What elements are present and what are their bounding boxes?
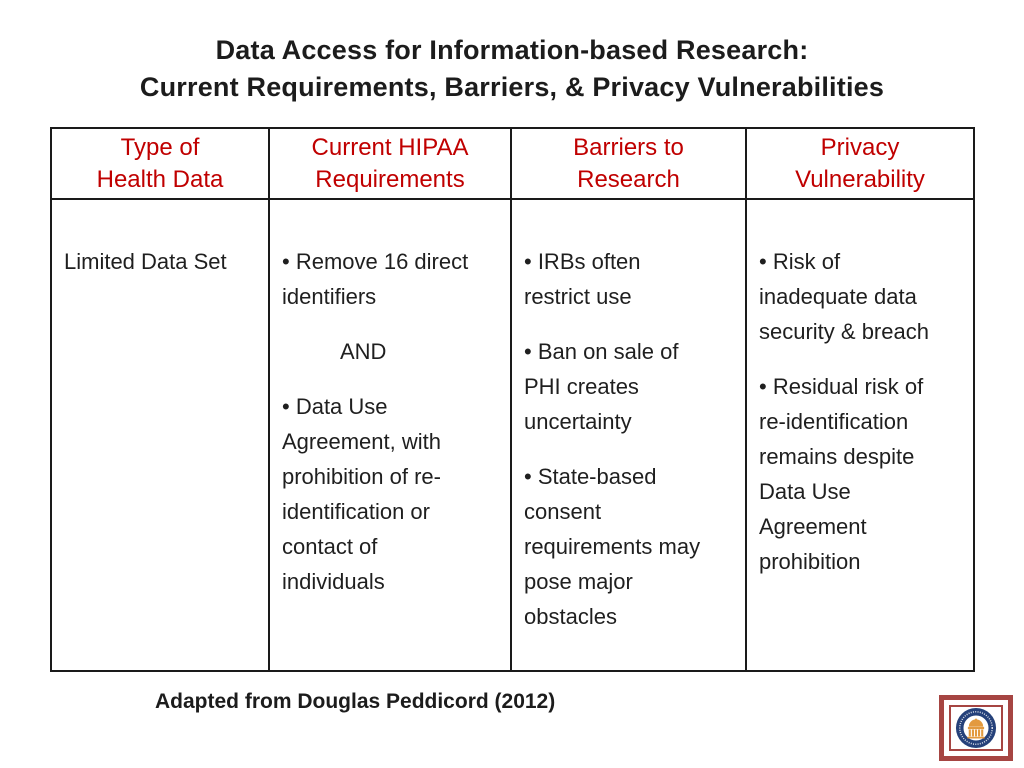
column-header-privacy-vulnerability: Privacy Vulnerability <box>747 129 973 200</box>
logo-inner-frame <box>949 705 1003 751</box>
barrier-bullet-state-consent: • State-based consent requirements may p… <box>524 464 701 629</box>
rotunda-seal-icon <box>955 707 997 749</box>
title-line-2: Current Requirements, Barriers, & Privac… <box>139 72 885 102</box>
cell-hipaa-requirements: • Remove 16 direct identifiers AND • Dat… <box>270 200 512 670</box>
barrier-bullet-ban-on-sale: • Ban on sale of PHI creates uncertainty <box>524 339 679 434</box>
column-header-current-hipaa-requirements: Current HIPAA Requirements <box>270 129 512 200</box>
privacy-bullet-residual-risk: • Residual risk of re-identification rem… <box>759 374 924 574</box>
university-seal-logo <box>939 695 1013 761</box>
cell-type-of-health-data: Limited Data Set <box>52 200 270 670</box>
cell-barriers-to-research: • IRBs often restrict use • Ban on sale … <box>512 200 747 670</box>
title-line-1: Data Access for Information-based Resear… <box>215 35 809 65</box>
hipaa-bullet-data-use-agreement: • Data Use Agreement, with prohibition o… <box>282 394 441 594</box>
data-access-table: Type of Health Data Current HIPAA Requir… <box>50 127 975 672</box>
row-label-limited-data-set: Limited Data Set <box>64 249 227 274</box>
hipaa-and-connector: AND <box>340 339 387 364</box>
hipaa-bullet-remove-identifiers: • Remove 16 direct identifiers <box>282 249 469 309</box>
source-credit: Adapted from Douglas Peddicord (2012) <box>155 690 556 713</box>
column-header-type-of-health-data: Type of Health Data <box>52 129 270 200</box>
barrier-bullet-irbs: • IRBs often restrict use <box>524 249 641 309</box>
slide-title: Data Access for Information-based Resear… <box>0 32 1024 106</box>
privacy-bullet-security-breach: • Risk of inadequate data security & bre… <box>759 249 929 344</box>
cell-privacy-vulnerability: • Risk of inadequate data security & bre… <box>747 200 973 670</box>
column-header-barriers-to-research: Barriers to Research <box>512 129 747 200</box>
